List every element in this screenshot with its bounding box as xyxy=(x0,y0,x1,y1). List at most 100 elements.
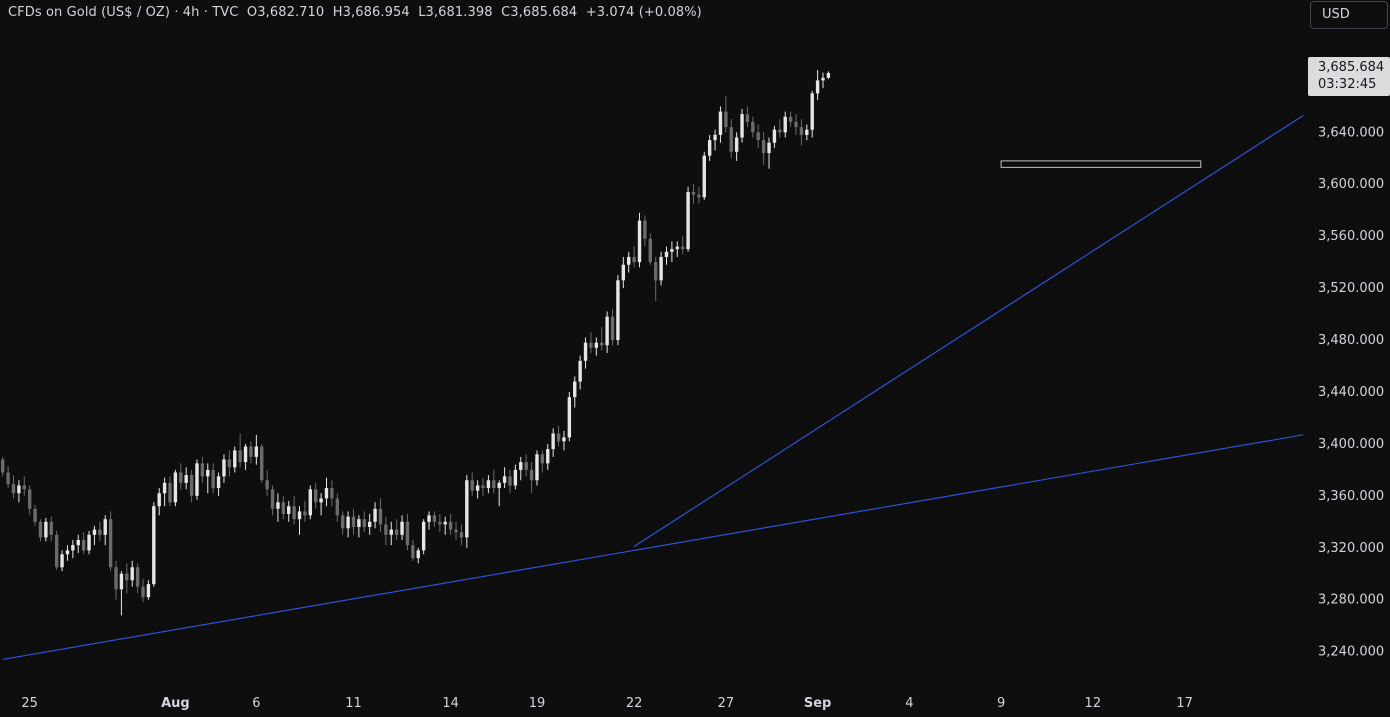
candle-body xyxy=(734,137,739,152)
candle xyxy=(675,241,679,257)
candle xyxy=(783,111,787,138)
candle-body xyxy=(546,449,550,464)
candle xyxy=(648,233,653,265)
candle-body xyxy=(87,534,91,551)
candle xyxy=(481,477,485,496)
candle-body xyxy=(400,521,404,535)
low-value: L3,681.398 xyxy=(418,5,493,20)
bar-countdown: 03:32:45 xyxy=(1318,77,1377,92)
currency-button[interactable]: USD xyxy=(1310,1,1388,29)
open-value: O3,682.710 xyxy=(246,5,325,20)
candle xyxy=(794,114,798,135)
candle-body xyxy=(33,508,37,522)
time-tick-label: 19 xyxy=(529,696,546,711)
candle-body xyxy=(729,127,733,152)
interval-label: 4h xyxy=(182,5,200,20)
candle xyxy=(470,472,474,496)
candle xyxy=(459,524,464,546)
candle xyxy=(54,530,59,570)
candle-body xyxy=(513,469,518,486)
candle-body xyxy=(276,502,280,509)
candle-body xyxy=(745,114,750,122)
candle xyxy=(497,480,501,507)
candle xyxy=(152,502,156,587)
candle xyxy=(335,493,339,522)
symbol-name[interactable]: CFDs on Gold (US$ / OZ) xyxy=(8,5,171,20)
candle xyxy=(600,327,604,351)
candle-body xyxy=(362,519,366,527)
candle xyxy=(627,251,631,273)
candle xyxy=(519,456,523,481)
candle xyxy=(562,430,566,451)
candle-body xyxy=(438,521,442,525)
candle xyxy=(486,475,491,494)
time-tick-label: 11 xyxy=(345,696,362,711)
candle xyxy=(610,308,615,346)
price-tick-label: 3,480.000 xyxy=(1318,333,1384,348)
price-tick-label: 3,320.000 xyxy=(1318,541,1384,556)
candle xyxy=(637,212,642,268)
candle xyxy=(443,516,447,535)
candle xyxy=(49,516,53,542)
candle-body xyxy=(411,545,415,559)
candle-body xyxy=(632,256,636,263)
candle xyxy=(222,454,226,483)
candle-body xyxy=(65,550,70,555)
candle-body xyxy=(330,488,334,499)
candle-body xyxy=(303,511,307,516)
candle xyxy=(362,511,366,533)
candle xyxy=(260,443,264,483)
candle xyxy=(653,256,658,302)
candle xyxy=(103,515,107,546)
candle xyxy=(788,111,793,128)
candle-body xyxy=(357,519,361,527)
candle-body xyxy=(470,480,474,491)
support-zone xyxy=(1000,160,1202,168)
candle-body xyxy=(265,480,269,490)
candle xyxy=(98,521,102,542)
candle-body xyxy=(562,437,566,442)
candle-body xyxy=(659,256,663,281)
candle xyxy=(200,456,205,483)
candle xyxy=(826,71,831,80)
last-price-value: 3,685.684 xyxy=(1318,60,1385,75)
candle-body xyxy=(713,134,717,141)
candle-body xyxy=(432,515,437,522)
candle xyxy=(438,514,442,533)
candle-body xyxy=(297,511,302,520)
candle-body xyxy=(11,484,16,494)
candle-body xyxy=(648,238,653,263)
candle-body xyxy=(222,459,226,477)
time-tick-label: 22 xyxy=(626,696,643,711)
candle xyxy=(815,70,820,100)
candle-body xyxy=(92,529,97,535)
candle-body xyxy=(497,482,501,489)
candle xyxy=(308,485,313,520)
candle-body xyxy=(589,342,593,348)
candle xyxy=(400,515,404,540)
candle xyxy=(38,519,43,542)
time-tick-label: 12 xyxy=(1085,696,1102,711)
candle-body xyxy=(761,140,766,154)
candle-body xyxy=(335,498,339,516)
candle xyxy=(680,236,685,255)
time-axis[interactable]: 25 Aug 6 11 14 19 22 27 Sep 4 9 12 17 xyxy=(21,696,1192,711)
price-tick-label: 3,520.000 xyxy=(1318,281,1384,296)
candle-body xyxy=(184,475,188,483)
candle-body xyxy=(146,584,151,598)
candle xyxy=(292,495,296,525)
candle xyxy=(168,476,172,507)
candle-body xyxy=(206,469,210,477)
candle xyxy=(0,456,5,477)
candle xyxy=(535,450,539,486)
candle xyxy=(254,434,259,465)
symbol-legend[interactable]: CFDs on Gold (US$ / OZ) · 4h · TVC O3,68… xyxy=(8,5,702,20)
candle-body xyxy=(486,480,491,489)
candle xyxy=(643,215,647,247)
candle-body xyxy=(114,567,118,590)
price-axis[interactable]: 3,240.000 3,280.000 3,320.000 3,360.000 3,40… xyxy=(1318,125,1384,659)
candle xyxy=(179,463,183,490)
candle xyxy=(756,124,760,148)
candle-body xyxy=(578,360,582,382)
